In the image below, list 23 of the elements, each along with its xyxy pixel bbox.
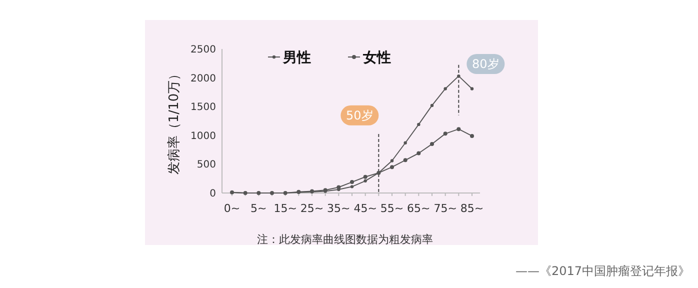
- x-tick-label: 75~: [434, 202, 457, 215]
- x-tick-label: 45~: [354, 202, 377, 215]
- x-tick-label: 25~: [300, 202, 324, 215]
- legend-label: 女性: [362, 50, 391, 66]
- x-tick-label: 65~: [407, 202, 430, 215]
- y-tick-label: 1000: [190, 130, 216, 142]
- text: ——《2017中国肿瘤登记年报》: [515, 264, 690, 278]
- x-tick-label: 5~: [250, 202, 267, 215]
- x-tick-label: 55~: [380, 202, 404, 215]
- y-tick-label: 2500: [190, 44, 216, 56]
- y-tick-label: 1500: [190, 102, 216, 114]
- text: 注：此发病率曲线图数据为粗发病率: [257, 233, 433, 246]
- x-tick-label: 0~: [224, 202, 240, 215]
- y-tick-label: 500: [196, 160, 216, 171]
- annotation: 50岁: [346, 108, 374, 122]
- y-tick-label: 2000: [190, 73, 216, 84]
- y-tick-label: 0: [210, 188, 216, 200]
- x-tick-label: 85~: [460, 202, 484, 215]
- y-axis-title: 发病率（1/10万）: [166, 67, 182, 175]
- legend-label: 男性: [282, 50, 311, 66]
- x-tick-label: 15~: [274, 202, 297, 215]
- x-tick-label: 35~: [327, 202, 350, 215]
- annotation: 80岁: [472, 57, 500, 71]
